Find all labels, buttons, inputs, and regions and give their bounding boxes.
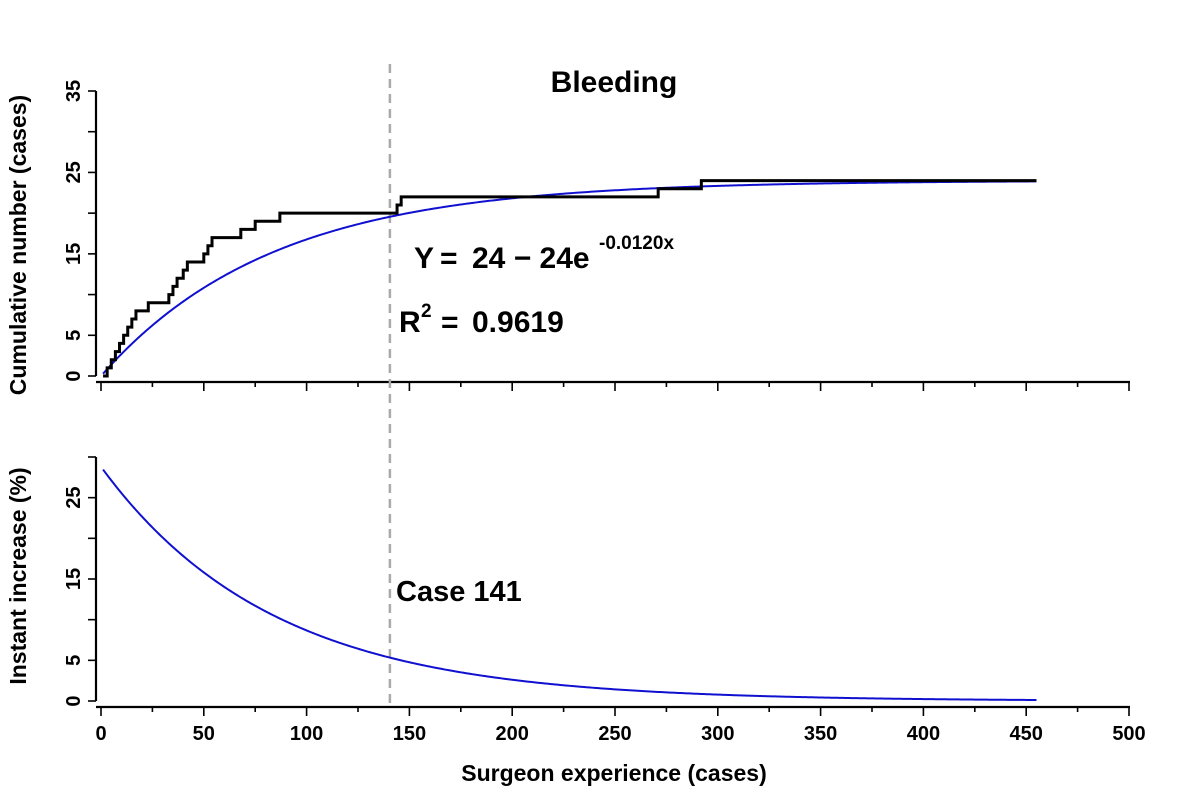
equation-prefix: Y — [414, 242, 434, 275]
cutoff-label: Case 141 — [396, 576, 522, 608]
bottom-y-tick-label: 0 — [63, 695, 85, 706]
bottom-y-tick-label: 5 — [63, 655, 85, 666]
x-tick-label: 300 — [701, 723, 734, 745]
chart-marks: 0 50 100 150 200 250 300 350 400 450 5000515253505… — [63, 64, 1146, 745]
equation-body: 24 − 24e — [472, 242, 590, 275]
x-tick-label: 50 — [193, 723, 215, 745]
x-axis-label: Surgeon experience (cases) — [461, 760, 767, 786]
equation-exponent: -0.0120x — [599, 233, 674, 254]
top-y-tick-label: 15 — [63, 243, 85, 265]
r2-prefix: R — [399, 306, 421, 339]
x-tick-label: 400 — [907, 723, 940, 745]
r2-eq: = — [441, 306, 459, 339]
x-tick-label: 250 — [598, 723, 631, 745]
x-tick-label: 350 — [804, 723, 837, 745]
equation-eq: = — [440, 242, 458, 275]
x-tick-label: 450 — [1010, 723, 1043, 745]
r2-value: 0.9619 — [472, 306, 564, 339]
x-tick-label: 100 — [290, 723, 323, 745]
bottom-y-tick-label: 25 — [63, 487, 85, 509]
fitted-cumulative-curve — [102, 180, 1037, 375]
top-y-tick-label: 5 — [63, 330, 85, 341]
bottom-y-axis-label: Instant increase (%) — [5, 467, 31, 684]
top-y-tick-label: 0 — [63, 370, 85, 381]
chart-title: Bleeding — [551, 66, 678, 99]
x-tick-label: 0 — [95, 723, 106, 745]
equation-annotation: Y = 24 − 24e -0.0120x — [414, 233, 674, 275]
top-y-tick-label: 35 — [63, 80, 85, 102]
x-tick-label: 500 — [1112, 723, 1145, 745]
r2-exponent: 2 — [421, 301, 432, 322]
r2-annotation: R 2 = 0.9619 — [399, 301, 564, 339]
bottom-y-tick-label: 15 — [63, 568, 85, 590]
instant-increase-curve — [102, 468, 1037, 701]
observed-cumulative-line — [103, 179, 1037, 378]
top-y-axis-label: Cumulative number (cases) — [5, 95, 31, 395]
x-tick-label: 150 — [393, 723, 426, 745]
top-y-tick-label: 25 — [63, 161, 85, 183]
x-tick-label: 200 — [496, 723, 529, 745]
